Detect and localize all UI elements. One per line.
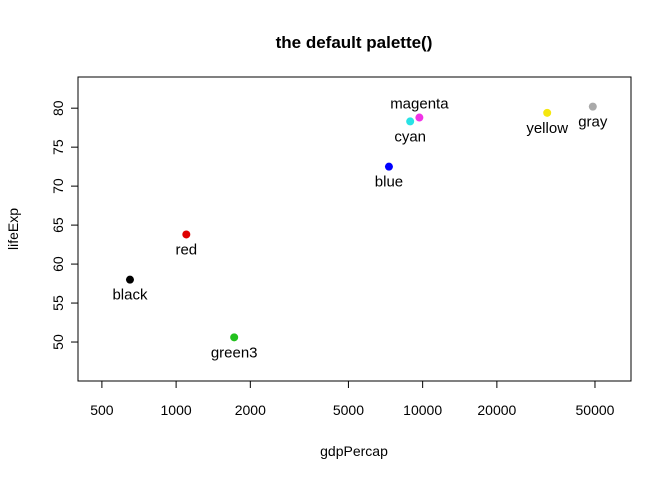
x-tick-label: 2000 [235,402,266,418]
point-label-cyan: cyan [394,128,426,145]
y-axis-label: lifeExp [5,208,21,250]
point-label-green3: green3 [211,344,258,361]
point-label-magenta: magenta [390,96,449,113]
y-tick-label: 70 [50,178,66,194]
x-tick-label: 10000 [403,402,442,418]
y-tick-label: 55 [50,295,66,311]
x-tick-label: 5000 [333,402,364,418]
data-point-blue [384,162,393,171]
data-point-yellow [543,108,552,117]
data-point-cyan [406,117,415,126]
y-tick-label: 75 [50,139,66,155]
y-tick-label: 60 [50,256,66,272]
data-point-magenta [415,113,424,122]
point-label-black: black [112,287,148,304]
x-tick-label: 50000 [576,402,615,418]
point-label-yellow: yellow [526,120,568,137]
x-tick-label: 1000 [161,402,192,418]
point-label-red: red [175,241,197,258]
x-tick-label: 20000 [477,402,516,418]
point-labels: black red green3 blue cyan magenta yellow gray [112,96,607,362]
data-point-gray [588,102,597,111]
data-point-red [182,230,191,239]
point-label-blue: blue [375,174,403,191]
y-tick-label: 80 [50,100,66,116]
y-tick-label: 50 [50,334,66,350]
chart-title: the default palette() [276,33,433,52]
data-point-green3 [230,333,239,342]
data-point-black [125,275,134,284]
x-tick-label: 500 [90,402,114,418]
data-points [125,102,597,342]
x-axis: 500 1000 2000 5000 10000 20000 50000 [90,380,615,418]
x-axis-label: gdpPercap [320,443,388,459]
y-axis: 50 55 60 65 70 75 80 [50,100,79,350]
y-tick-label: 65 [50,217,66,233]
point-label-gray: gray [578,114,608,131]
